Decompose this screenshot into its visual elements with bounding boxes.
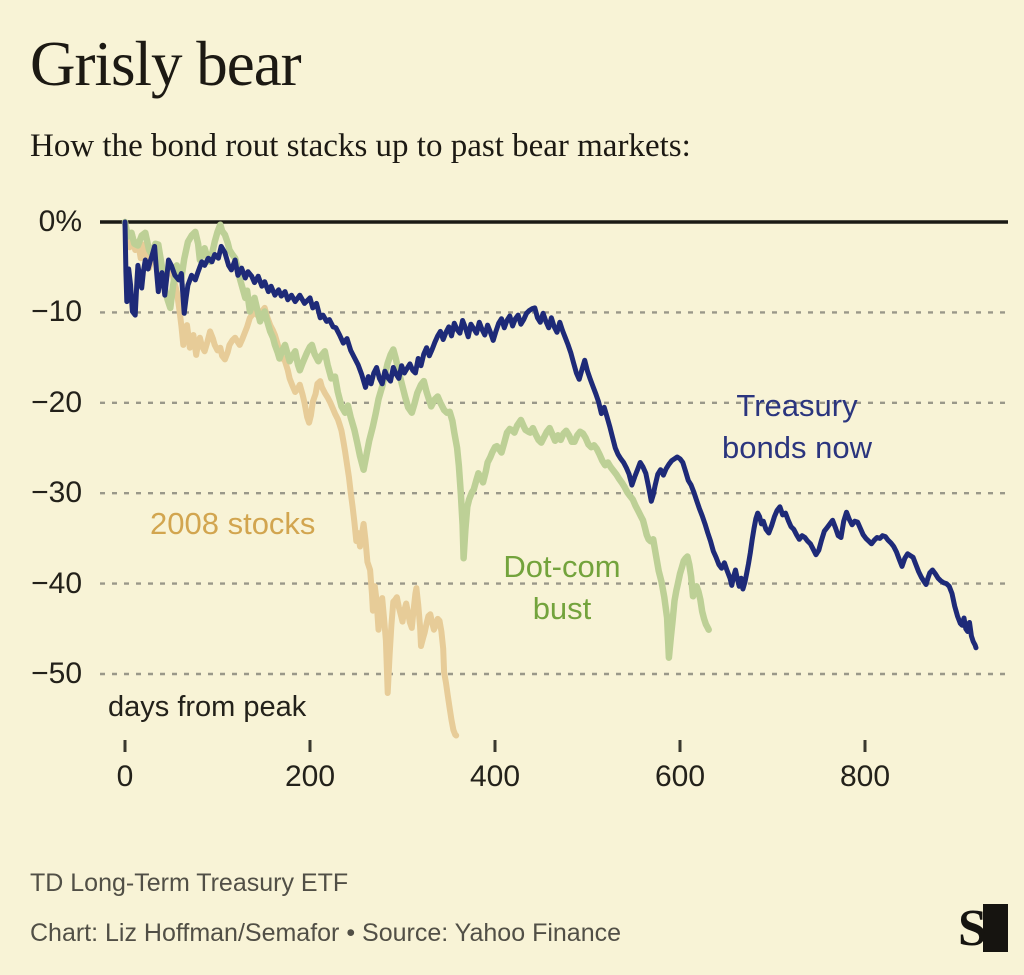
series-line-dot-com-bust bbox=[121, 218, 712, 661]
page-title: Grisly bear bbox=[30, 29, 302, 99]
x-tick-label: 0 bbox=[116, 760, 134, 793]
series-label-dot-com-bust: Dot-com bust bbox=[503, 549, 621, 626]
x-tick-label: 800 bbox=[839, 760, 891, 793]
y-tick-label: −30 bbox=[31, 476, 82, 510]
y-tick-label: −20 bbox=[31, 385, 82, 419]
page-subtitle: How the bond rout stacks up to past bear… bbox=[30, 128, 691, 164]
semafor-logo: S bbox=[958, 900, 1010, 957]
series-line-2008-stocks bbox=[122, 219, 460, 739]
logo-letter: S bbox=[958, 900, 987, 957]
credit-line: Chart: Liz Hoffman/Semafor • Source: Yah… bbox=[30, 919, 622, 947]
y-tick-label: 0% bbox=[38, 205, 82, 238]
y-tick-label: −10 bbox=[31, 295, 82, 329]
series-label-2008-stocks: 2008 stocks bbox=[150, 506, 316, 541]
series-line-treasury-bonds-now bbox=[122, 219, 979, 651]
footnote: TD Long-Term Treasury ETF bbox=[30, 869, 349, 897]
y-tick-label: −40 bbox=[31, 566, 82, 600]
x-tick-label: 400 bbox=[469, 760, 521, 793]
x-axis-title: days from peak bbox=[108, 691, 307, 723]
y-tick-label: −50 bbox=[31, 657, 82, 690]
x-tick-label: 200 bbox=[284, 760, 336, 793]
series-label-treasury-bonds-now: Treasury bonds now bbox=[722, 388, 872, 465]
x-tick-label: 600 bbox=[654, 760, 706, 793]
logo-block bbox=[983, 904, 1008, 952]
